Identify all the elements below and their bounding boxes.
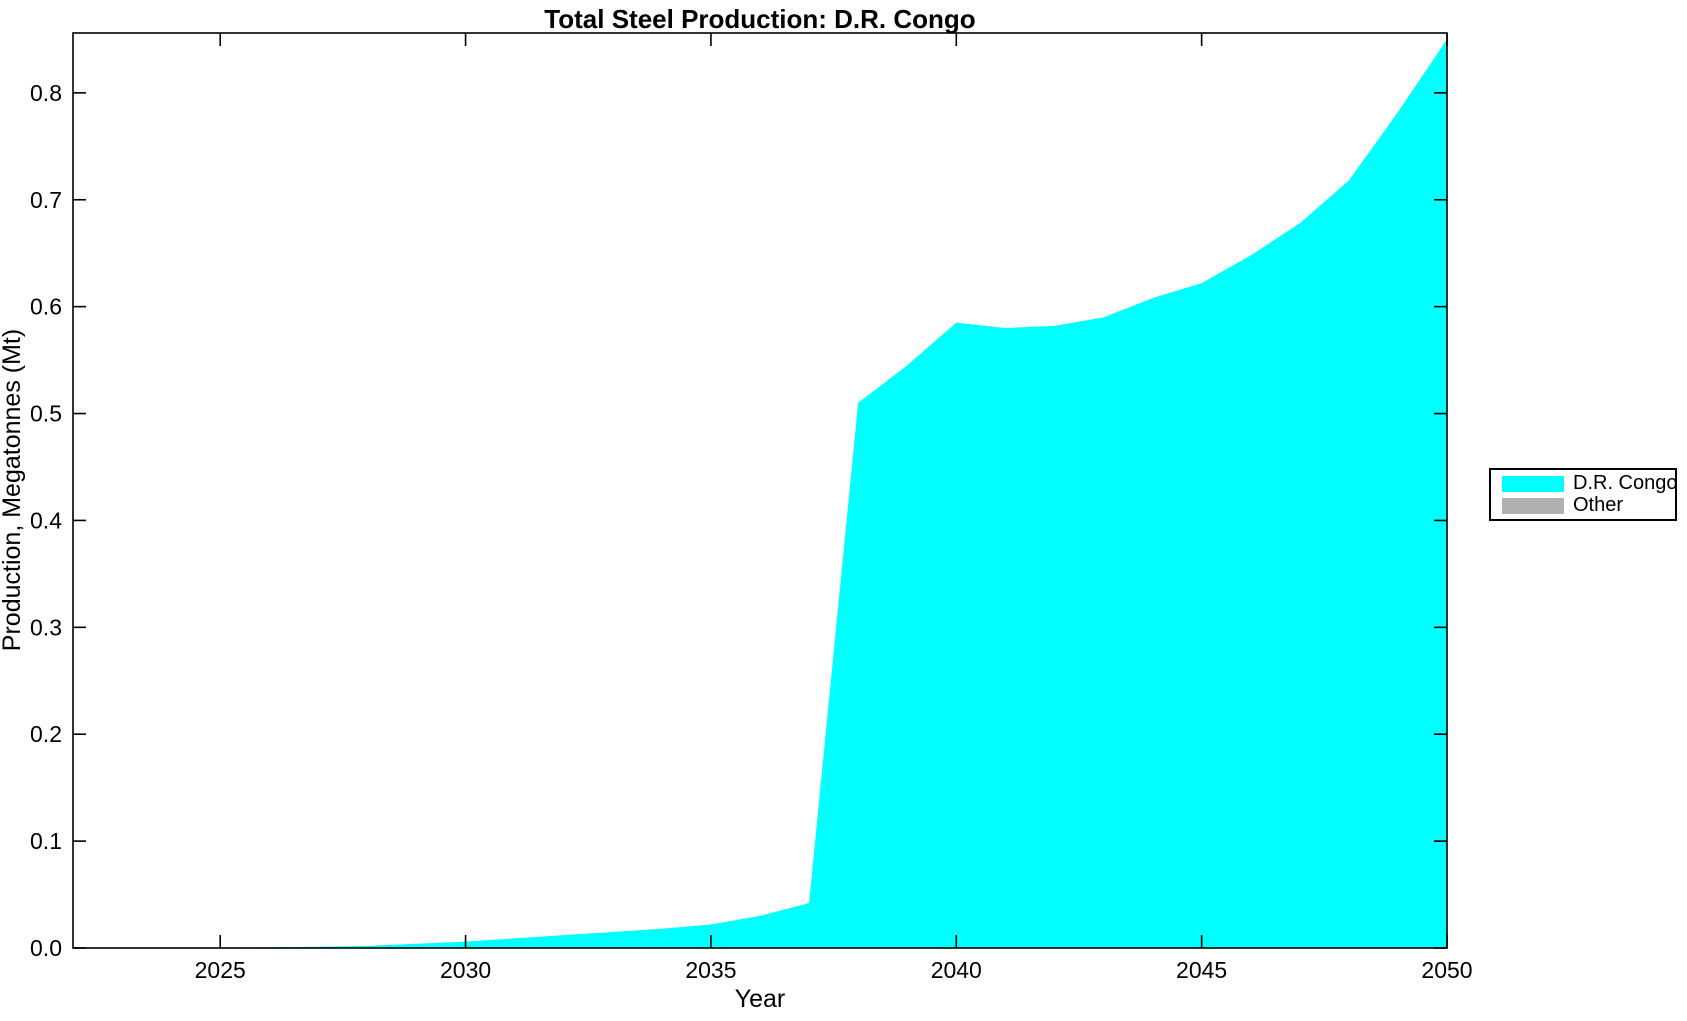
area-layer bbox=[73, 39, 1447, 948]
x-tick-label: 2045 bbox=[1176, 957, 1227, 983]
legend-label: Other bbox=[1573, 494, 1624, 516]
y-tick-label: 0.6 bbox=[30, 294, 62, 320]
chart-title: Total Steel Production: D.R. Congo bbox=[544, 4, 975, 34]
y-tick-label: 0.7 bbox=[30, 187, 62, 213]
x-tick-label: 2030 bbox=[440, 957, 491, 983]
x-axis-label: Year bbox=[735, 985, 786, 1013]
axis-box bbox=[72, 32, 1448, 949]
x-tick-label: 2050 bbox=[1421, 957, 1472, 983]
y-tick-label: 0.2 bbox=[30, 721, 62, 747]
area-series-0 bbox=[73, 39, 1447, 948]
y-tick-label: 0.3 bbox=[30, 614, 62, 640]
x-tick-label: 2025 bbox=[195, 957, 246, 983]
x-tick-label: 2035 bbox=[685, 957, 736, 983]
legend: D.R. Congo Other bbox=[1489, 468, 1678, 521]
y-axis-label: Production, Megatonnes (Mt) bbox=[0, 329, 26, 651]
y-tick-label: 0.5 bbox=[30, 401, 62, 427]
y-tick-label: 0.8 bbox=[30, 80, 62, 106]
legend-entry: Other bbox=[1502, 494, 1675, 516]
y-tick-label: 0.4 bbox=[30, 507, 62, 533]
legend-swatch-dr-congo bbox=[1502, 475, 1564, 492]
axis-layer: 2025 2030 2035 2040 2045 2050 0.0 0.1 0.2 0.3 0.4 0… bbox=[30, 32, 1473, 983]
legend-label: D.R. Congo bbox=[1573, 472, 1678, 494]
y-tick-label: 0.0 bbox=[30, 935, 62, 961]
x-tick-label: 2040 bbox=[931, 957, 982, 983]
legend-swatch-other bbox=[1502, 497, 1564, 514]
legend-entry: D.R. Congo bbox=[1502, 472, 1678, 494]
y-tick-label: 0.1 bbox=[30, 828, 62, 854]
